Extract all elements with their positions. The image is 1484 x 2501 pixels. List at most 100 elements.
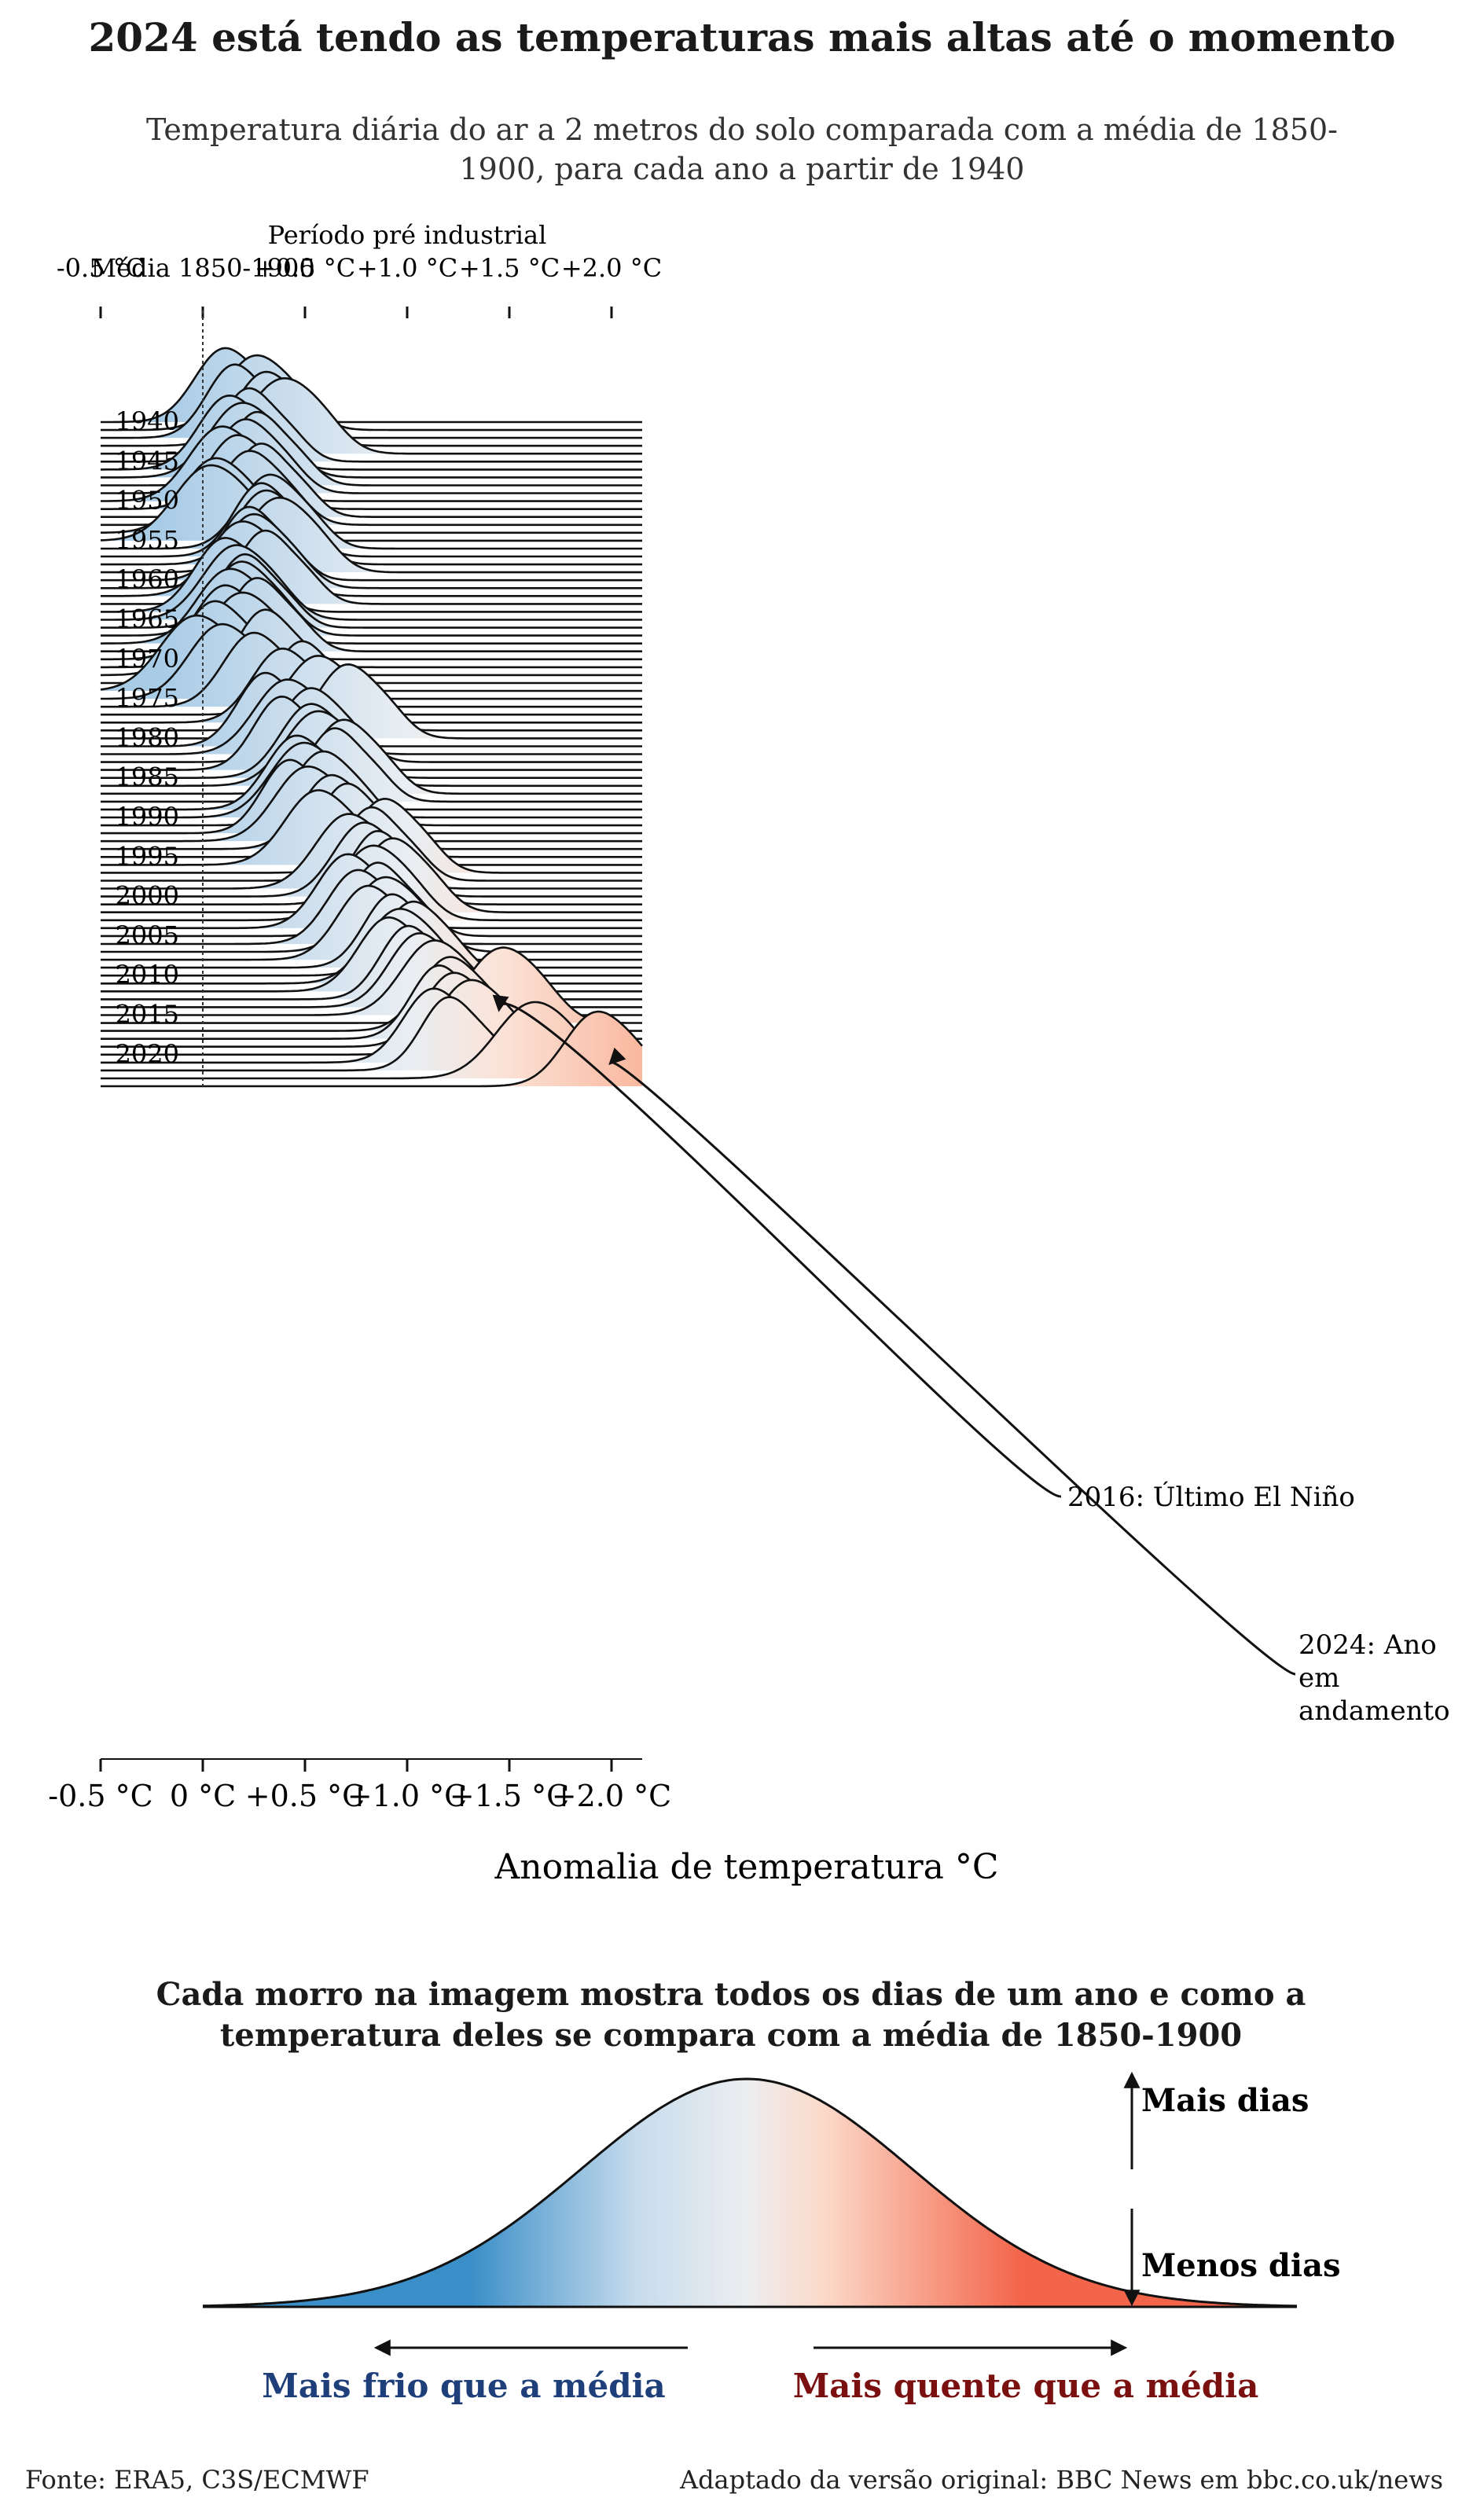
year-label-2015: 2015: [116, 1000, 179, 1030]
ridge-line-2024: [101, 1010, 643, 1088]
annotation-2024-line1: 2024: Ano: [1298, 1629, 1437, 1661]
ridge-fill-1940: [101, 347, 642, 422]
year-label-2000: 2000: [116, 881, 179, 911]
ridge-line-1942: [101, 363, 642, 439]
ridge-line-1956: [101, 473, 642, 550]
source-footer: Fonte: ERA5, C3S/ECMWF: [25, 2465, 369, 2495]
ridge-fill-1980: [101, 664, 642, 739]
ridge-line-1964: [101, 537, 642, 613]
warmer-label: Mais quente que a média: [793, 2367, 1259, 2405]
bottom-tick-label-4: +1.5 °C: [450, 1779, 569, 1813]
explainer-title-line2: temperatura deles se compara com a média…: [219, 2017, 1243, 2054]
ridge-line-1987: [101, 718, 642, 795]
ridge-fill-2013: [101, 926, 642, 1000]
ridge-line-1995: [101, 782, 642, 858]
annotation-elnino: 2016: Último El Niño: [492, 994, 1355, 1513]
bell-curve-fill: [203, 2079, 1297, 2307]
ridge-2023: [101, 1001, 643, 1080]
bottom-tick-label-2: +0.5 °C: [245, 1779, 365, 1813]
year-label-1965: 1965: [116, 604, 179, 634]
annotation-2024-line2: em: [1298, 1662, 1339, 1694]
chart-subtitle: Temperatura diária do ar a 2 metros do s…: [146, 112, 1338, 186]
ridge-line-2003: [101, 844, 642, 922]
elnino-arrow: [492, 994, 1062, 1498]
top-tick-label-4: +1.5 °C: [459, 253, 560, 283]
ridge-1987: [101, 718, 642, 795]
ridge-fill-1982: [101, 679, 642, 755]
bottom-tick-label-1: 0 °C: [170, 1779, 236, 1813]
ridge-fill-1988: [101, 728, 642, 802]
colder-label: Mais frio que a média: [262, 2367, 666, 2405]
ridge-line-2008: [101, 884, 642, 961]
ridge-fill-1987: [101, 719, 642, 794]
ridge-line-2016: [101, 946, 643, 1024]
year-label-1950: 1950: [116, 486, 179, 516]
ridge-line-1968: [101, 567, 642, 645]
annotation-2024-line3: andamento: [1298, 1695, 1450, 1727]
bell-curve-line: [202, 2077, 1298, 2308]
chart-title: 2024 está tendo as temperaturas mais alt…: [88, 14, 1396, 61]
ridge-line-1958: [101, 489, 642, 566]
year-label-1980: 1980: [116, 722, 179, 752]
ridge-line-1955: [100, 464, 642, 542]
top-tick-label-0: -0.5 °C: [57, 253, 145, 283]
ridge-fill-1976: [101, 633, 642, 707]
year-label-1960: 1960: [116, 564, 179, 594]
ridge-line-1950: [101, 425, 642, 502]
annotation-elnino-text: 2016: Último El Niño: [1067, 1481, 1355, 1513]
ridge-line-1965: [101, 544, 642, 621]
top-tick-label-5: +2.0 °C: [561, 253, 662, 283]
ridge-line-2007: [101, 876, 642, 953]
ridge-line-2023: [101, 1001, 643, 1080]
credit-footer: Adaptado da versão original: BBC News em…: [679, 2465, 1443, 2495]
ridge-fill-2012: [101, 917, 642, 992]
ridge-2024: [101, 1010, 643, 1088]
year-labels: 1940 1945 1950 1955 1960 1965 1970 1975 1980 1985…: [116, 406, 179, 1069]
ridge-line-1959: [101, 496, 642, 574]
bottom-tick-label-5: +2.0 °C: [552, 1779, 671, 1813]
year-label-1990: 1990: [116, 802, 179, 832]
ridge-line-2006: [101, 869, 642, 946]
bottom-axis: -0.5 °C 0 °C +0.5 °C+1.0 °C+1.5 °C+2.0 °C: [48, 1758, 671, 1813]
year-label-1995: 1995: [116, 841, 179, 871]
year-label-2020: 2020: [116, 1039, 179, 1069]
ridge-1980: [101, 663, 642, 740]
explainer-title: Cada morro na imagem mostra todos os dia…: [47, 1974, 1415, 2056]
year-label-1945: 1945: [116, 446, 179, 476]
ridge-line-2005: [101, 861, 642, 938]
top-tick-label-1: Média 1850-1900: [90, 253, 314, 283]
more-days-label: Mais dias: [1141, 2082, 1309, 2119]
fewer-days-label: Menos dias: [1141, 2247, 1341, 2284]
top-tick-label-2: +0.5 °C: [255, 253, 355, 283]
ridge-line-1946: [101, 395, 642, 471]
top-annotation: Período pré industrial: [268, 220, 547, 250]
ridge-line-1940: [101, 347, 642, 424]
ridge-line-2001: [101, 830, 642, 905]
ridge-fill-2014: [101, 933, 642, 1008]
ridge-1988: [101, 727, 642, 803]
year-label-2010: 2010: [116, 960, 179, 990]
ridge-line-1988: [101, 727, 642, 803]
ridge-line-2000: [101, 821, 642, 898]
ridge-1940: [101, 347, 642, 424]
ridge-line-1997: [101, 798, 642, 874]
annotation-2024: 2024: Ano em andamento: [608, 1047, 1450, 1727]
ridge-line-1991: [101, 750, 642, 827]
year-label-1955: 1955: [116, 525, 179, 555]
year-label-1975: 1975: [116, 683, 179, 713]
year-label-2005: 2005: [116, 920, 179, 950]
ridge-line-1980: [101, 663, 642, 740]
year-label-1985: 1985: [116, 762, 179, 792]
ridge-group: [100, 347, 643, 1088]
year-label-1970: 1970: [116, 644, 179, 674]
ridge-fill-1981: [101, 673, 642, 747]
ridge-line-1998: [101, 806, 642, 882]
x-axis-label: Anomalia de temperatura °C: [494, 1847, 999, 1887]
ridge-line-1957: [101, 482, 642, 558]
ridge-line-2009: [101, 893, 642, 969]
explainer-diagram: Mais dias Menos dias Mais frio que a méd…: [202, 2071, 1341, 2405]
year-label-1940: 1940: [116, 406, 179, 436]
explainer-title-line1: Cada morro na imagem mostra todos os dia…: [156, 1976, 1306, 2013]
